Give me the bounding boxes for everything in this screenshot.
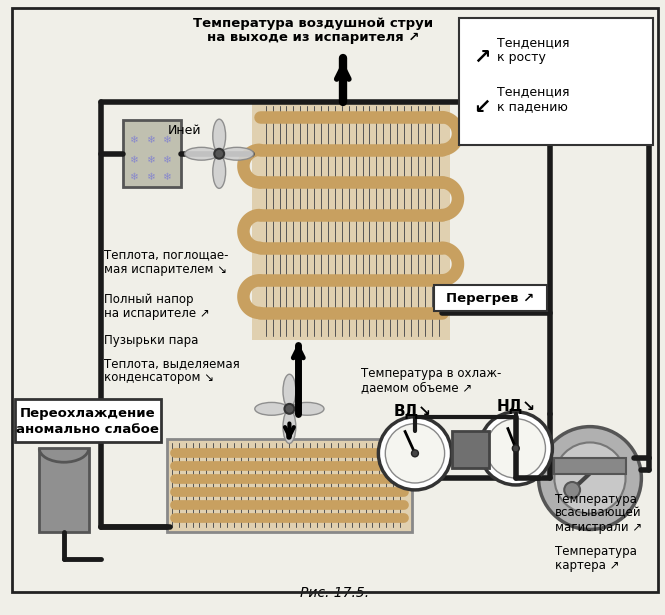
Text: ❄: ❄ — [129, 172, 138, 183]
Text: всасывающей: всасывающей — [555, 507, 642, 520]
Ellipse shape — [185, 148, 218, 160]
Text: магистрали ↗: магистрали ↗ — [555, 520, 642, 534]
Ellipse shape — [283, 375, 296, 408]
Text: НД↘: НД↘ — [496, 399, 535, 414]
Bar — [555, 458, 626, 474]
Circle shape — [479, 412, 553, 485]
Text: к росту: к росту — [497, 51, 546, 64]
Text: Переохлаждение: Переохлаждение — [20, 407, 156, 420]
Circle shape — [512, 445, 519, 452]
Text: картера ↗: картера ↗ — [555, 559, 620, 572]
Text: ❄: ❄ — [162, 172, 171, 183]
Text: Рис. 17.5.: Рис. 17.5. — [301, 585, 370, 600]
Text: Температура: Температура — [555, 493, 637, 506]
Text: Иней: Иней — [168, 124, 201, 137]
Text: Теплота, выделяемая: Теплота, выделяемая — [104, 357, 239, 370]
Text: на испарителе ↗: на испарителе ↗ — [104, 307, 209, 320]
Text: мая испарителем ↘: мая испарителем ↘ — [104, 263, 227, 276]
Text: ❄: ❄ — [129, 155, 138, 165]
Text: Перегрев ↗: Перегрев ↗ — [446, 292, 534, 304]
Text: Пузырьки пара: Пузырьки пара — [104, 334, 198, 347]
Circle shape — [285, 404, 295, 414]
Ellipse shape — [291, 402, 324, 415]
Ellipse shape — [220, 148, 254, 160]
Text: ❄: ❄ — [162, 155, 171, 165]
Circle shape — [214, 149, 224, 159]
Bar — [39, 448, 88, 533]
Bar — [167, 438, 412, 533]
Bar — [15, 399, 161, 442]
Text: конденсатором ↘: конденсатором ↘ — [104, 371, 213, 384]
Text: Тенденция: Тенденция — [497, 36, 569, 49]
Text: ↙: ↙ — [473, 97, 491, 117]
Circle shape — [565, 482, 580, 498]
Text: ❄: ❄ — [162, 135, 171, 145]
Text: Температура: Температура — [555, 546, 637, 558]
Text: к падению: к падению — [497, 100, 568, 113]
Text: ❄: ❄ — [146, 135, 154, 145]
Bar — [460, 18, 653, 145]
Circle shape — [385, 424, 445, 483]
Bar — [123, 120, 181, 188]
Circle shape — [412, 450, 418, 457]
Text: Тенденция: Тенденция — [497, 85, 569, 98]
Bar — [434, 285, 547, 311]
Text: Полный напор: Полный напор — [104, 293, 193, 306]
Bar — [252, 102, 450, 339]
Ellipse shape — [213, 155, 225, 188]
Text: Температура воздушной струи: Температура воздушной струи — [193, 17, 433, 30]
Text: ❄: ❄ — [146, 155, 154, 165]
Text: ❄: ❄ — [129, 135, 138, 145]
Circle shape — [378, 417, 452, 490]
Circle shape — [539, 427, 641, 530]
Text: на выходе из испарителя ↗: на выходе из испарителя ↗ — [207, 31, 420, 44]
Text: Температура в охлаж-: Температура в охлаж- — [360, 367, 501, 380]
Text: Теплота, поглощае-: Теплота, поглощае- — [104, 248, 228, 261]
Text: ❄: ❄ — [146, 172, 154, 183]
Text: ↗: ↗ — [473, 48, 491, 68]
Text: аномально слабое: аномально слабое — [16, 423, 159, 435]
Ellipse shape — [255, 402, 289, 415]
Bar — [452, 430, 489, 468]
Text: даемом объеме ↗: даемом объеме ↗ — [360, 381, 472, 394]
Ellipse shape — [213, 119, 225, 153]
Circle shape — [486, 419, 545, 478]
Circle shape — [555, 442, 626, 514]
Ellipse shape — [283, 410, 296, 443]
Text: ВД↘: ВД↘ — [394, 404, 432, 419]
